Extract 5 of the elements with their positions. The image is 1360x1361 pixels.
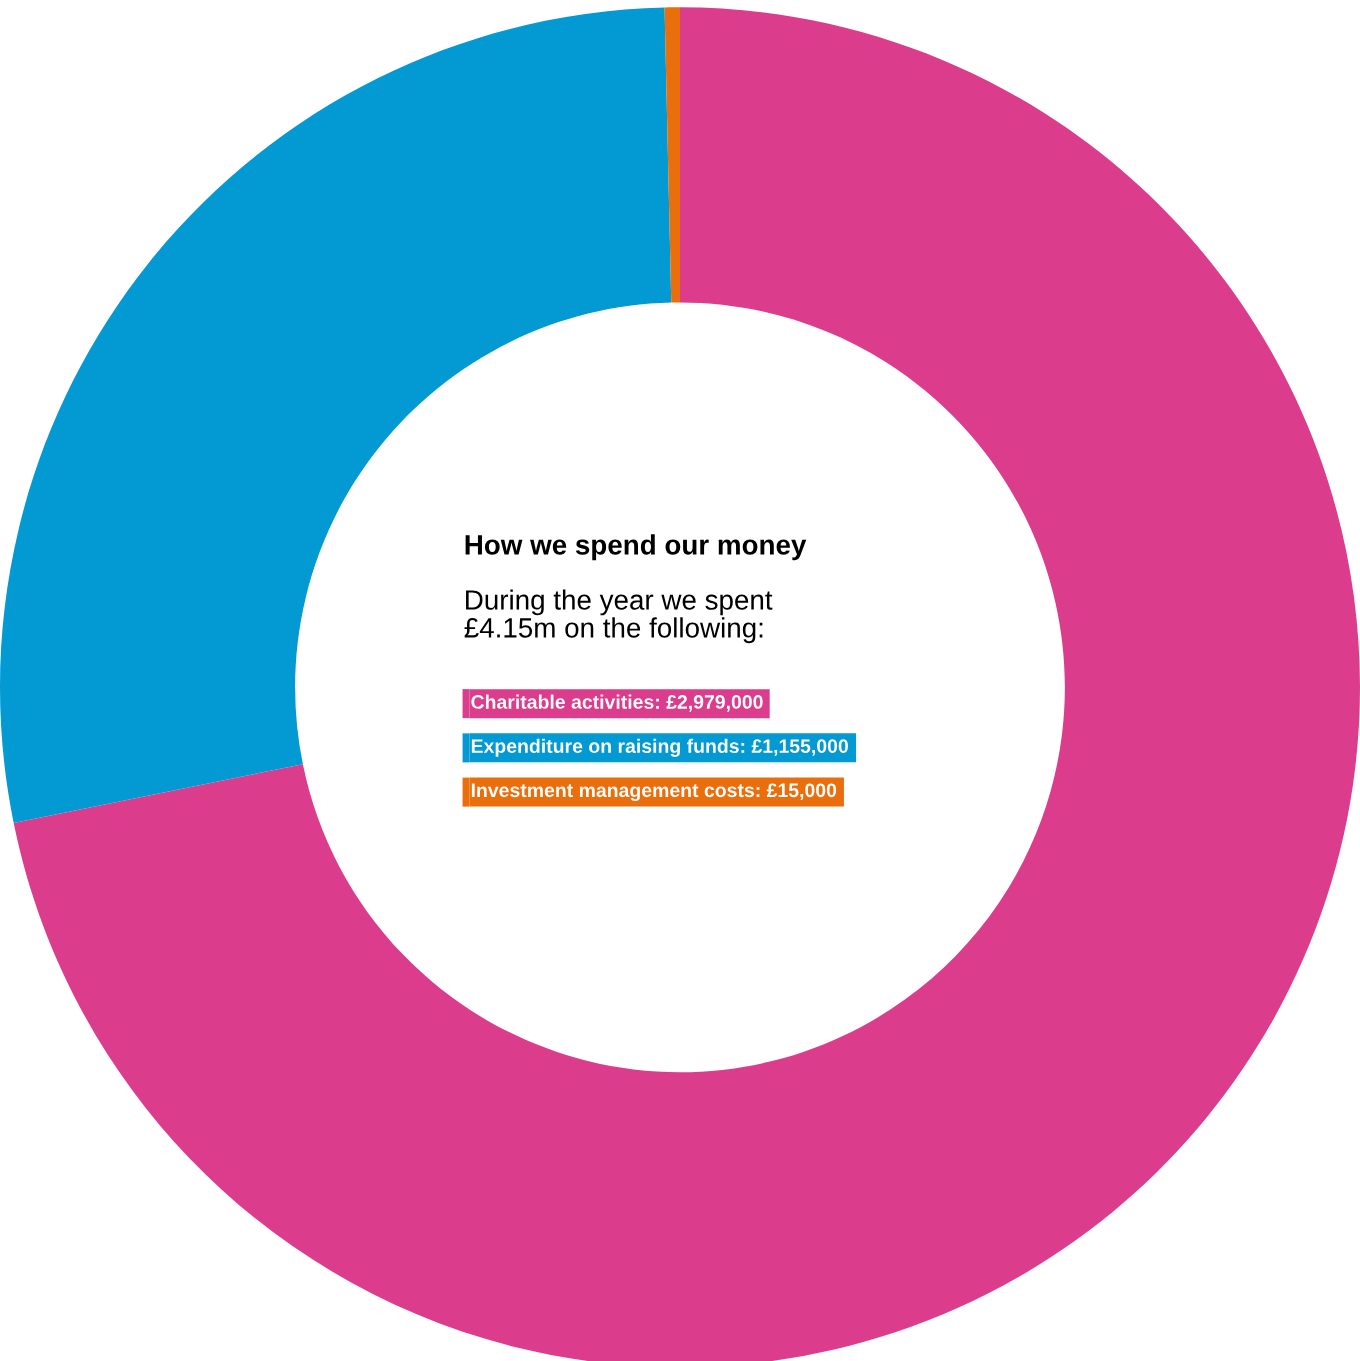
text: During the year we spent £4.15m on the following: [464,589,773,644]
legend-label: Investment management costs: £15,000 [471,783,837,802]
legend-label: Charitable activities: £2,979,000 [471,694,763,712]
legend-label: Expenditure on raising funds: £1,155,000 [471,738,848,757]
text: How we spend our money [465,534,807,561]
